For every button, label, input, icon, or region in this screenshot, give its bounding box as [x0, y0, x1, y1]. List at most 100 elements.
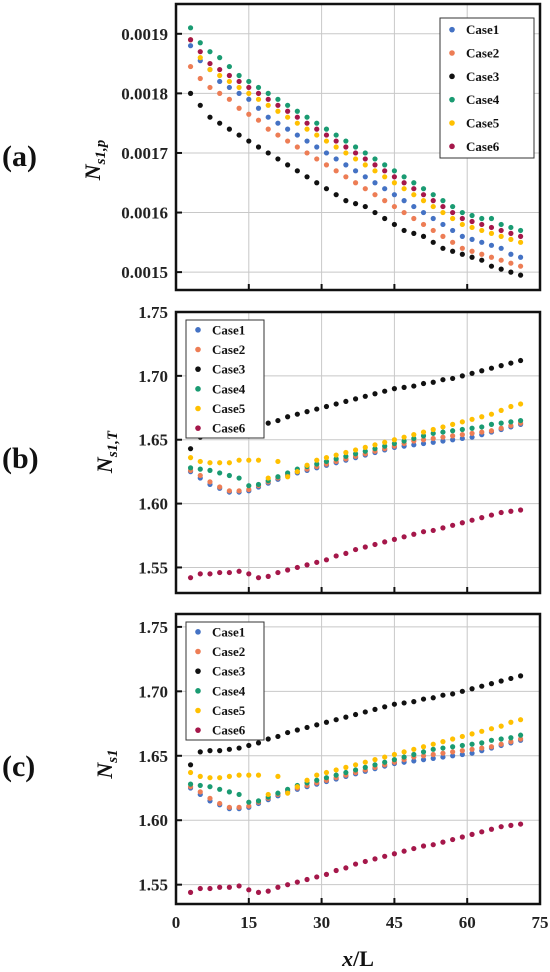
data-point-case5	[246, 772, 252, 778]
data-point-case4	[217, 470, 223, 476]
y-tick-label: 1.55	[138, 558, 168, 577]
data-point-case5	[275, 108, 281, 114]
data-point-case6	[401, 180, 407, 186]
data-point-case4	[323, 775, 330, 781]
data-point-case5	[246, 90, 252, 96]
data-point-case3	[469, 686, 475, 692]
x-tick-label: 30	[313, 913, 330, 932]
data-point-case3	[255, 144, 262, 150]
y-tick-label: 1.55	[138, 876, 168, 895]
data-point-case5	[314, 772, 320, 778]
data-point-case3	[488, 365, 495, 371]
data-point-case6	[469, 218, 475, 225]
data-point-case6	[362, 544, 368, 550]
data-point-case3	[430, 239, 436, 245]
data-point-case4	[275, 790, 281, 796]
data-point-case6	[314, 559, 320, 565]
data-point-case3	[217, 748, 223, 754]
data-point-case4	[401, 438, 407, 444]
data-point-case5	[382, 754, 388, 760]
data-point-case6	[459, 520, 465, 526]
data-point-case5	[285, 474, 291, 480]
data-point-case6	[343, 865, 349, 871]
data-point-case3	[275, 733, 281, 740]
data-point-case5	[382, 439, 388, 445]
data-point-case1	[275, 120, 281, 126]
data-point-case4	[265, 90, 271, 96]
data-point-case2	[440, 233, 446, 239]
data-point-case3	[430, 695, 436, 701]
data-point-case5	[352, 156, 359, 162]
data-point-case6	[275, 884, 281, 890]
data-point-case3	[343, 714, 349, 720]
data-point-case4	[411, 180, 417, 186]
data-point-case1	[517, 254, 524, 260]
data-point-case3	[430, 379, 436, 385]
data-point-case4	[246, 483, 252, 489]
data-point-case5	[430, 741, 436, 747]
data-point-case3	[265, 150, 271, 156]
data-point-case6	[420, 192, 427, 198]
data-point-case5	[401, 186, 407, 192]
data-point-case5	[450, 736, 456, 742]
data-point-case1	[469, 434, 475, 440]
data-point-case5	[440, 209, 446, 216]
legend-label: Case3	[212, 664, 246, 679]
y-tick-label: 1.70	[138, 367, 168, 386]
data-point-case2	[508, 260, 514, 266]
data-point-case3	[333, 401, 339, 407]
data-point-case1	[187, 43, 194, 49]
data-point-case6	[236, 883, 242, 889]
data-point-case3	[401, 227, 407, 234]
data-point-case2	[498, 425, 504, 431]
data-point-case6	[459, 834, 465, 840]
data-point-case5	[255, 772, 262, 778]
panel-a-ylabel: Ns1,p	[80, 139, 109, 181]
data-point-case4	[517, 417, 524, 424]
data-point-case1	[382, 186, 388, 192]
data-point-case5	[401, 434, 407, 440]
data-point-case2	[207, 479, 213, 485]
data-point-case4	[508, 419, 514, 425]
data-point-case4	[382, 162, 388, 168]
data-point-case2	[217, 90, 223, 96]
data-point-case2	[420, 437, 427, 443]
data-point-case5	[187, 455, 194, 461]
data-point-case1	[440, 221, 446, 228]
data-point-case5	[479, 227, 485, 234]
data-point-case6	[391, 174, 397, 180]
data-point-case1	[420, 209, 427, 216]
data-point-case4	[285, 786, 291, 792]
data-point-case6	[187, 889, 194, 896]
data-point-case1	[420, 757, 427, 763]
data-point-case5	[420, 744, 427, 750]
data-point-case6	[382, 168, 388, 174]
legend-label: Case5	[212, 401, 246, 416]
data-point-case6	[333, 553, 339, 559]
data-point-case3	[323, 186, 330, 192]
data-point-case2	[217, 484, 223, 490]
data-point-case4	[207, 784, 213, 790]
data-point-case4	[372, 446, 378, 452]
data-point-case4	[401, 174, 407, 180]
data-point-case5	[207, 775, 213, 781]
panel-a-label: (a)	[2, 140, 37, 173]
plot-frame	[174, 310, 542, 595]
data-point-case5	[255, 457, 262, 463]
data-point-case5	[333, 144, 339, 150]
data-point-case3	[352, 201, 359, 207]
data-point-case2	[226, 96, 232, 102]
data-point-case4	[275, 474, 281, 480]
legend-label: Case1	[466, 22, 499, 37]
data-point-case3	[362, 393, 368, 399]
data-point-case2	[226, 804, 232, 810]
data-point-case4	[323, 126, 330, 132]
data-point-case3	[333, 192, 339, 198]
data-point-case2	[391, 203, 397, 210]
data-point-case5	[517, 239, 524, 245]
data-point-case3	[304, 174, 310, 180]
data-point-case6	[304, 562, 310, 568]
data-point-case2	[401, 209, 407, 216]
data-point-case3	[343, 198, 349, 204]
data-point-case1	[323, 150, 330, 156]
